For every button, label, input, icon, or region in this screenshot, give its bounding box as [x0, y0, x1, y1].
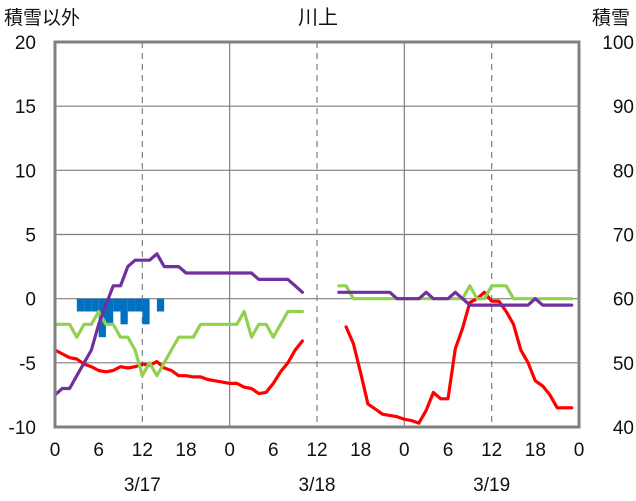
x-tick-label: 0: [399, 440, 410, 461]
left-tick-label: 15: [15, 97, 36, 118]
bar-series-0: [127, 298, 136, 312]
x-tick-label: 0: [224, 440, 235, 461]
right-axis-label: 積雪: [592, 7, 630, 29]
bar-series-0: [91, 298, 99, 312]
left-tick-label: -5: [19, 354, 36, 375]
line-series-1: [53, 339, 304, 396]
chart-title: 川上: [298, 6, 338, 29]
bar-series-0: [84, 298, 92, 312]
plot-frame: [53, 40, 581, 429]
left-tick-label: 20: [15, 33, 36, 54]
right-tick-label: 40: [613, 418, 634, 439]
line-series-1: [344, 290, 574, 425]
x-tick-label: 18: [350, 440, 371, 461]
x-tick-label: 0: [50, 440, 61, 461]
bar-series-0: [105, 298, 114, 325]
left-tick-label: 10: [15, 161, 36, 182]
x-tick-label: 12: [132, 440, 153, 461]
lines-layer: [53, 252, 574, 425]
right-tick-label: 60: [613, 290, 634, 311]
right-tick-label: 50: [613, 354, 634, 375]
bar-series-0: [76, 298, 85, 312]
bar-series-0: [120, 298, 128, 325]
bars-layer: [76, 298, 165, 338]
x-tick-label: 6: [268, 440, 279, 461]
line-series-3: [53, 252, 304, 397]
right-tick-label: 70: [613, 226, 634, 247]
x-tick-label: 12: [481, 440, 502, 461]
grid-layer: [55, 42, 579, 427]
bar-series-0: [135, 298, 143, 312]
left-tick-label: 0: [25, 290, 36, 311]
line-series-2: [53, 309, 304, 378]
bar-series-0: [113, 298, 121, 312]
line-series-3: [337, 290, 574, 307]
left-tick-label: 5: [25, 226, 36, 247]
x-tick-label: 12: [306, 440, 327, 461]
x-tick-label: 6: [443, 440, 454, 461]
bar-series-0: [156, 298, 165, 312]
x-tick-label: 6: [93, 440, 104, 461]
right-tick-label: 80: [613, 161, 634, 182]
x-tick-label: 18: [175, 440, 196, 461]
right-tick-label: 100: [602, 33, 634, 54]
date-label: 3/18: [299, 475, 336, 496]
right-tick-label: 90: [613, 97, 634, 118]
bar-series-0: [142, 298, 150, 325]
x-tick-label: 0: [574, 440, 585, 461]
date-label: 3/19: [473, 475, 510, 496]
x-tick-label: 18: [525, 440, 546, 461]
left-tick-label: -10: [9, 418, 36, 439]
left-axis-label: 積雪以外: [4, 7, 80, 29]
date-label: 3/17: [124, 475, 161, 496]
